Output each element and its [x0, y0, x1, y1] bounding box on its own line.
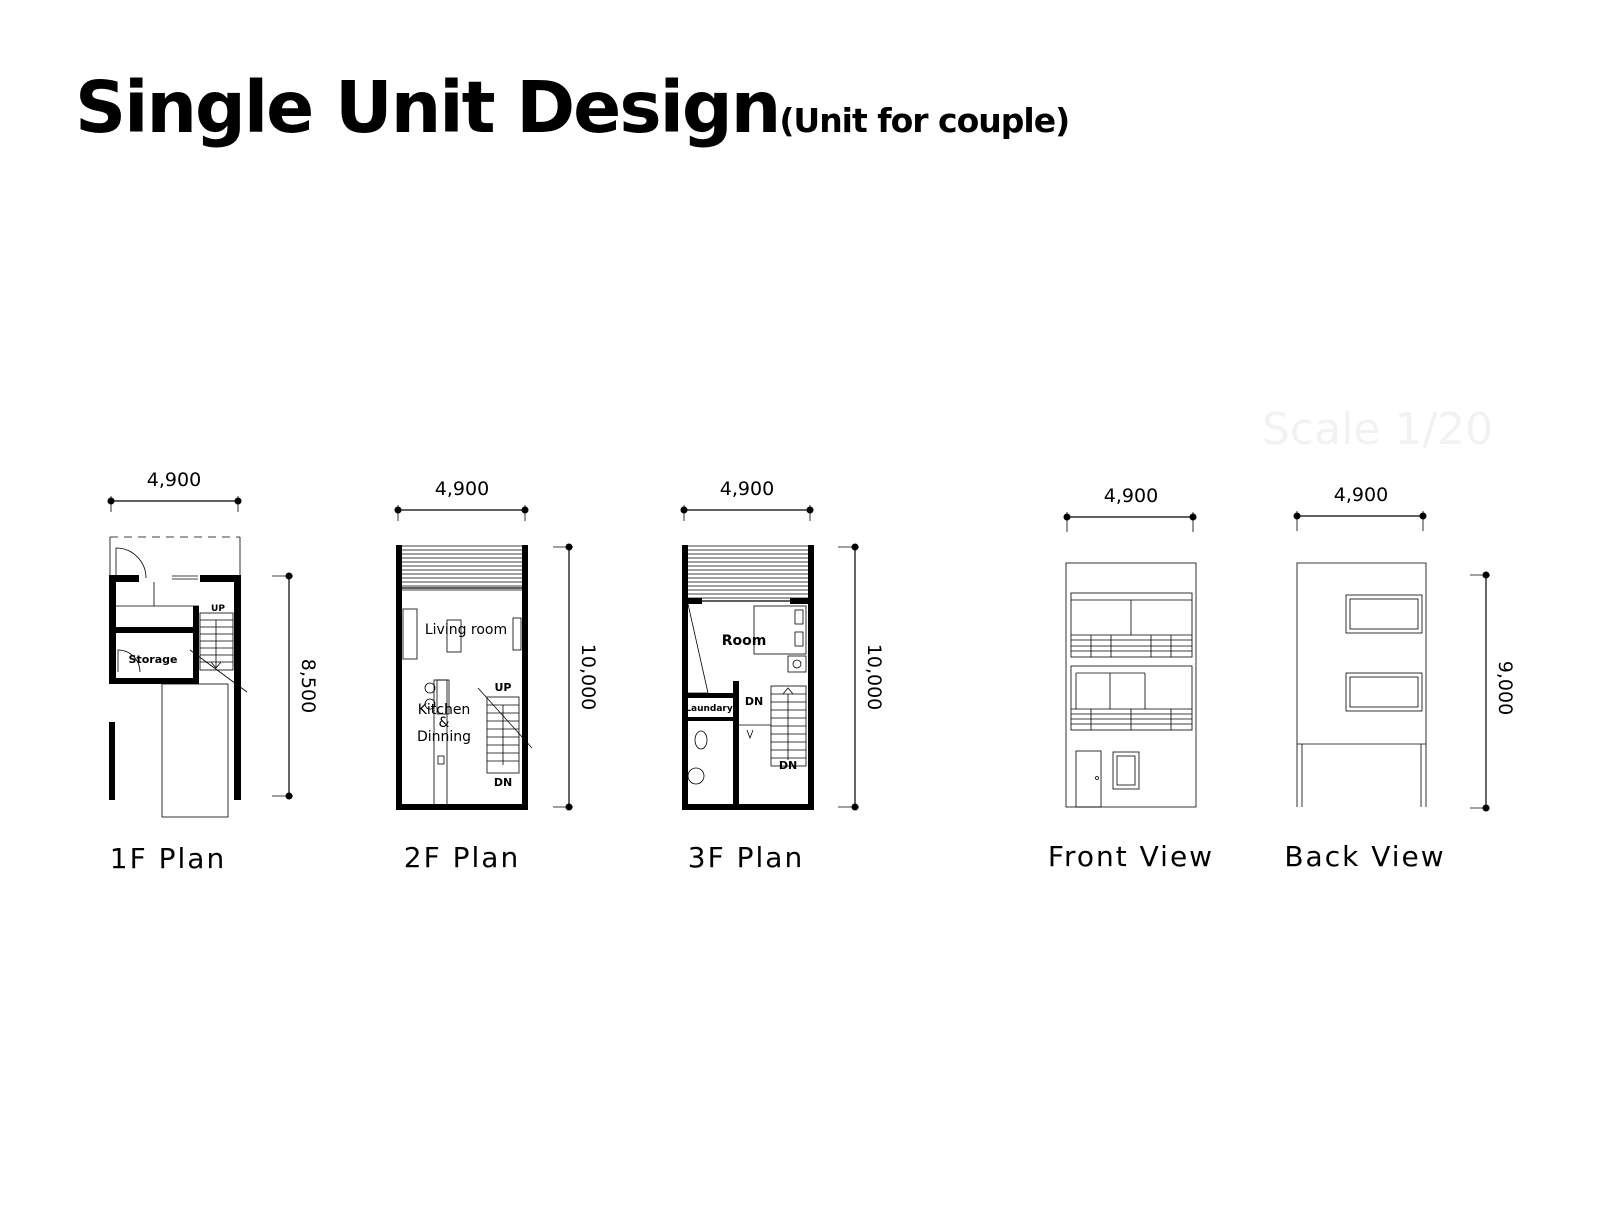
- room-label-storage: Storage: [129, 653, 178, 666]
- caption-front-view: Front View: [1048, 840, 1214, 873]
- title-main: Single Unit Design: [75, 66, 781, 149]
- depth-dimension-3f: 10,000: [838, 543, 885, 811]
- width-dimension-back: 4,900: [1293, 484, 1427, 531]
- faint-scale-text: Scale 1/20: [1262, 404, 1493, 455]
- room-label-dinning: Dinning: [417, 729, 471, 745]
- balcony-3f: [688, 545, 808, 599]
- caption-1f-plan: 1F Plan: [110, 842, 226, 875]
- room-label-laundary: Laundary: [685, 704, 733, 714]
- stair-label-up-2f: UP: [495, 681, 512, 694]
- room-label-ampersand: &: [439, 715, 450, 731]
- plan-3f: 4,900 10,000: [680, 478, 885, 874]
- plan-2f: 4,900 10,000: [394, 478, 599, 874]
- stair-2f: [477, 687, 533, 774]
- balcony-2f: [402, 545, 522, 591]
- width-dim-label-2f: 4,900: [435, 478, 489, 500]
- elevation-front: 4,900: [1048, 485, 1214, 873]
- walls-2f: [396, 545, 533, 810]
- stair-label-up-1f: UP: [211, 604, 225, 614]
- parking-space: [161, 683, 229, 818]
- depth-dim-label-3f: 10,000: [863, 644, 885, 710]
- width-dimension-2f: 4,900: [394, 478, 529, 521]
- caption-2f-plan: 2F Plan: [404, 841, 520, 874]
- stair-label-dn-3f-a: DN: [745, 695, 763, 708]
- room-label-room: Room: [722, 633, 767, 649]
- caption-3f-plan: 3F Plan: [688, 841, 804, 874]
- front-facade: [1065, 562, 1197, 808]
- title-subtitle: (Unit for couple): [779, 101, 1070, 140]
- stair-3f: [739, 685, 807, 767]
- room-label-living-room: Living room: [425, 622, 507, 638]
- caption-back-view: Back View: [1284, 840, 1445, 873]
- back-facade: [1296, 562, 1427, 807]
- room-label-kitchen: Kitchen: [418, 702, 471, 718]
- width-dim-label-back: 4,900: [1334, 484, 1388, 506]
- plan-1f: 4,900 8,500: [107, 469, 319, 875]
- stair-label-dn-2f: DN: [494, 776, 512, 789]
- width-dimension-3f: 4,900: [680, 478, 814, 521]
- walls-1f: [109, 536, 248, 818]
- elevation-back: 4,900 9,000 Back View: [1284, 484, 1516, 873]
- walls-3f: [682, 545, 814, 810]
- depth-dimension-1f: 8,500: [272, 572, 319, 800]
- depth-dim-label-2f: 10,000: [577, 644, 599, 710]
- width-dim-label-front: 4,900: [1104, 485, 1158, 507]
- depth-dim-label-1f: 8,500: [297, 659, 319, 713]
- stair-1f: [189, 612, 248, 693]
- stair-label-dn-3f-b: DN: [779, 759, 797, 772]
- depth-dimension-2f: 10,000: [553, 543, 599, 811]
- width-dim-label-3f: 4,900: [720, 478, 774, 500]
- height-dimension-back: 9,000: [1470, 571, 1516, 812]
- width-dimension-1f: 4,900: [107, 469, 242, 512]
- width-dimension-front: 4,900: [1063, 485, 1197, 532]
- page-title: Single Unit Design(Unit for couple): [75, 66, 1070, 149]
- height-dim-label-back: 9,000: [1494, 661, 1516, 715]
- width-dim-label-1f: 4,900: [147, 469, 201, 491]
